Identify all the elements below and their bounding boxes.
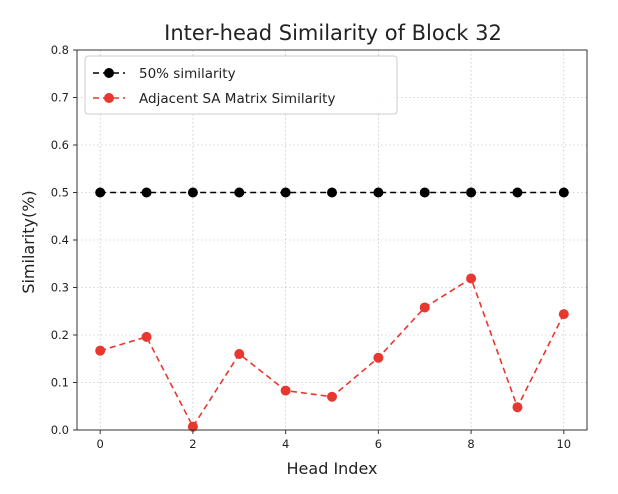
series-line-1: [99, 277, 565, 429]
x-tick-label-3: 6: [375, 437, 382, 451]
y-tick-label-3: 0.3: [51, 281, 69, 295]
x-tick-label-1: 2: [189, 437, 196, 451]
data-point: [95, 345, 106, 356]
data-point: [95, 187, 106, 198]
legend: 50% similarity Adjacent SA Matrix Similar…: [84, 55, 398, 115]
y-axis-label: Similarity(%): [19, 190, 38, 293]
data-point: [141, 187, 152, 198]
x-axis-label: Head Index: [287, 459, 378, 478]
data-point: [512, 402, 523, 413]
legend-label-0: 50% similarity: [139, 66, 236, 82]
y-tick-label-8: 0.8: [51, 43, 69, 57]
data-point: [187, 187, 198, 198]
y-tick-label-5: 0.5: [51, 186, 69, 200]
legend-box: [84, 55, 398, 115]
data-point: [187, 421, 198, 432]
data-point: [327, 187, 337, 198]
chart-title: Inter-head Similarity of Block 32: [164, 21, 502, 45]
y-tick-label-0: 0.0: [51, 423, 69, 437]
x-tick-label-4: 8: [467, 437, 474, 451]
legend-marker-1: [104, 93, 114, 103]
axis-ticks: 0 2 4 6 8 10 0.0 0.1 0.2 0.3 0.4 0.5 0.6 0.7 0.8: [51, 43, 571, 451]
y-tick-label-7: 0.7: [51, 91, 69, 105]
y-tick-label-4: 0.4: [51, 233, 69, 247]
data-point: [373, 187, 384, 198]
x-tick-label-2: 4: [282, 437, 289, 451]
data-point: [373, 352, 384, 363]
data-point: [558, 309, 569, 320]
data-point: [234, 349, 245, 359]
data-point: [327, 391, 337, 402]
data-point: [466, 187, 477, 198]
data-point: [280, 385, 291, 396]
data-point: [419, 302, 430, 313]
series-0: [95, 187, 569, 198]
y-tick-label-6: 0.6: [51, 138, 69, 152]
data-point: [466, 273, 477, 284]
x-tick-label-0: 0: [97, 437, 104, 451]
data-point: [512, 187, 523, 198]
data-point: [280, 187, 291, 198]
series-1: [95, 273, 569, 432]
data-point: [419, 187, 430, 198]
legend-label-1: Adjacent SA Matrix Similarity: [139, 91, 335, 107]
x-tick-label-5: 10: [556, 437, 571, 451]
legend-marker-0: [104, 68, 114, 78]
y-tick-label-1: 0.1: [51, 376, 69, 390]
data-point: [141, 331, 152, 342]
series-layer: [95, 187, 569, 432]
data-point: [558, 187, 569, 198]
y-tick-label-2: 0.2: [51, 328, 69, 342]
data-point: [234, 187, 245, 198]
